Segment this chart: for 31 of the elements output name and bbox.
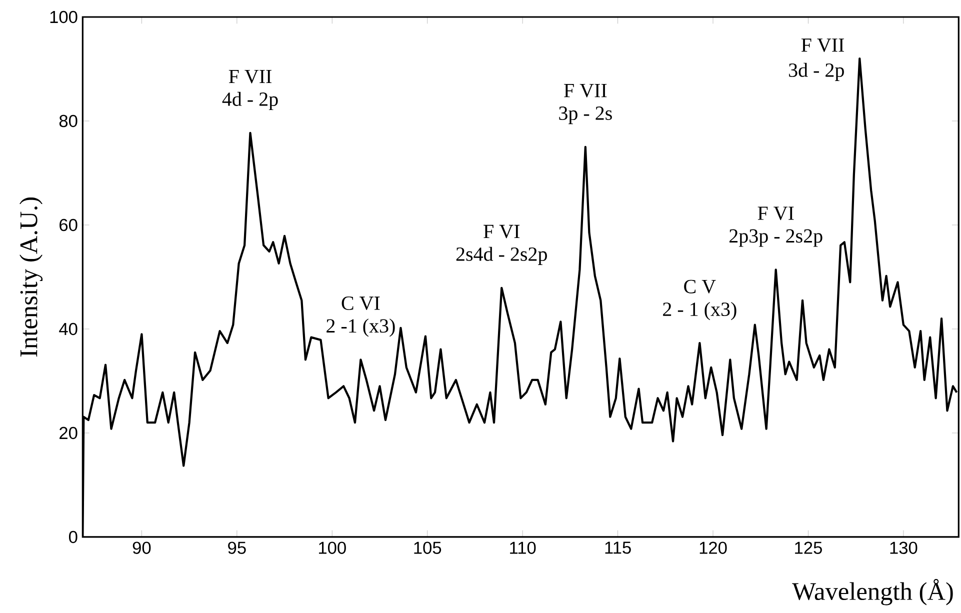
annotation: 4d - 2p — [222, 92, 278, 110]
y-axis-title: Intensity (A.U.) — [20, 198, 43, 357]
annotation: 3p - 2s — [559, 106, 612, 124]
y-tick-label: 40 — [59, 322, 78, 336]
x-tick-label: 125 — [795, 542, 822, 554]
y-tick-label: 20 — [60, 426, 78, 440]
y-tick-label: 100 — [50, 10, 78, 24]
annotation: 2p3p - 2s2p — [730, 229, 822, 247]
x-tick-label: 130 — [890, 542, 918, 554]
annotation: C V — [684, 280, 716, 294]
annotation: F VI — [758, 206, 794, 220]
annotation: F VI — [484, 224, 520, 238]
annotation: F VII — [801, 38, 844, 52]
x-axis-title: Wavelength (Å) — [792, 579, 953, 606]
annotation: C VI — [342, 296, 380, 310]
x-tick-label: 95 — [228, 542, 246, 554]
x-tick-label: 100 — [318, 542, 346, 554]
annotation: 2 -1 (x3) — [326, 318, 395, 337]
annotation: F VII — [228, 70, 272, 84]
x-tick-label: 90 — [132, 542, 151, 554]
x-tick-label: 110 — [510, 542, 536, 554]
annotation: 2s4d - 2s2p — [456, 246, 547, 265]
x-tick-label: 105 — [414, 542, 442, 554]
y-tick-label: 60 — [60, 218, 78, 232]
y-tick-label: 80 — [59, 114, 78, 128]
y-tick-label: 0 — [68, 530, 78, 544]
x-tick-label: 115 — [605, 542, 631, 554]
x-tick-label: 120 — [700, 542, 727, 554]
annotation: 3d - 2p — [789, 62, 844, 81]
annotation: 2 - 1 (x3) — [663, 302, 736, 320]
annotation: F VII — [564, 84, 607, 98]
